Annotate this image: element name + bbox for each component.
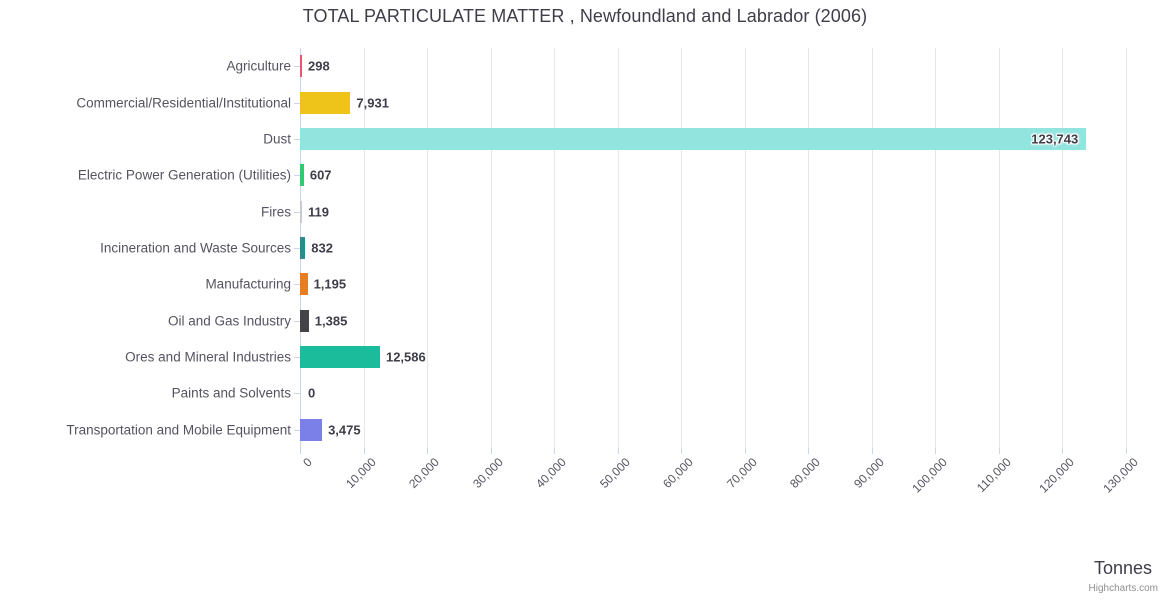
gridline — [681, 48, 683, 448]
y-axis-category-label: Commercial/Residential/Institutional — [76, 95, 291, 111]
y-axis-category-label: Paints and Solvents — [171, 385, 291, 401]
x-axis-tick — [935, 448, 937, 454]
x-axis-tick — [871, 448, 873, 454]
gridline — [935, 48, 937, 448]
x-axis-title: Tonnes — [1093, 558, 1152, 578]
x-axis-tick — [1126, 448, 1127, 454]
x-axis-tick — [1062, 448, 1064, 454]
gridline — [871, 48, 873, 448]
x-axis-tick — [363, 448, 365, 454]
y-axis-tick — [294, 138, 300, 140]
y-axis-tick — [294, 320, 300, 322]
gridline — [363, 48, 365, 448]
y-axis-category-label: Ores and Mineral Industries — [125, 349, 291, 365]
bar-value-label: 7,931 — [356, 95, 389, 111]
bar-row: 607 — [300, 157, 1126, 193]
x-axis-tick — [554, 448, 556, 454]
bar-value-label: 0 — [308, 385, 316, 401]
bar-row: 7,931 — [300, 84, 1126, 120]
bar[interactable] — [300, 309, 309, 332]
gridline — [998, 48, 1000, 448]
bar-row: 12,586 — [300, 339, 1126, 375]
y-axis-tick — [294, 393, 300, 395]
bar[interactable] — [300, 236, 306, 259]
highcharts-credits[interactable]: Highcharts.com — [1088, 583, 1158, 594]
bar[interactable] — [300, 127, 1087, 150]
y-axis-tick — [294, 248, 300, 249]
bar[interactable] — [300, 164, 304, 187]
bar-row: 1,195 — [300, 266, 1126, 302]
bar-row: 123,743 — [300, 121, 1126, 157]
gridline — [808, 48, 810, 448]
bar-value-label: 123,743 — [1031, 131, 1079, 147]
bar-value-label: 12,586 — [385, 349, 426, 365]
gridline — [554, 48, 556, 448]
x-axis-tick — [744, 448, 746, 454]
y-axis-tick — [294, 102, 300, 104]
bar-value-label: 3,475 — [328, 422, 361, 438]
y-axis-category-label: Incineration and Waste Sources — [100, 240, 291, 256]
bar-row: 0 — [300, 375, 1126, 411]
bar-value-label: 607 — [309, 167, 332, 183]
y-axis-category-label: Oil and Gas Industry — [167, 313, 291, 329]
y-axis-tick — [294, 429, 300, 431]
bar[interactable] — [300, 418, 323, 441]
bar[interactable] — [300, 91, 351, 114]
y-axis-tick — [294, 284, 300, 286]
bar[interactable] — [300, 346, 380, 369]
y-axis-category-label: Fires — [261, 204, 291, 220]
bar-row: 1,385 — [300, 303, 1126, 339]
x-axis-tick — [998, 448, 1000, 454]
chart-title: TOTAL PARTICULATE MATTER , Newfoundland … — [302, 6, 868, 26]
gridline — [490, 48, 492, 448]
y-axis-tick — [294, 66, 300, 68]
gridline — [1062, 48, 1064, 448]
y-axis-category-label: Electric Power Generation (Utilities) — [77, 167, 291, 183]
x-axis-tick — [300, 448, 301, 454]
bar-value-label: 1,195 — [313, 276, 347, 292]
bar-value-label: 119 — [308, 204, 329, 220]
y-axis-category-label: Transportation and Mobile Equipment — [66, 422, 291, 438]
bar[interactable] — [300, 200, 302, 223]
x-axis-tick — [617, 448, 619, 454]
bar[interactable] — [300, 55, 302, 78]
y-axis-category-label: Agriculture — [226, 58, 291, 74]
plot-area: 298 7,931 123,743 607 119 832 1,195 1,385 12,586… — [300, 48, 1127, 448]
bar-row: 298 — [300, 48, 1126, 84]
gridline — [744, 48, 746, 448]
bar-row: 3,475 — [300, 412, 1126, 448]
gridline — [617, 48, 619, 448]
x-axis-tick — [808, 448, 810, 454]
x-axis-tick — [490, 448, 492, 454]
bar-value-label: 832 — [311, 240, 333, 256]
bar-value-label: 1,385 — [314, 313, 348, 329]
gridline — [1126, 48, 1127, 448]
x-axis-tick — [681, 448, 683, 454]
y-axis-category-label: Dust — [263, 131, 291, 147]
x-axis-tick — [427, 448, 429, 454]
y-axis-tick — [294, 175, 300, 177]
plot-background — [300, 48, 1126, 448]
y-axis-tick — [294, 357, 300, 359]
bar-row: 832 — [300, 230, 1126, 266]
bar-value-label: 298 — [308, 58, 330, 74]
x-axis-tick-label: 0 — [300, 455, 315, 470]
bar[interactable] — [300, 273, 308, 296]
y-axis-tick — [294, 211, 300, 213]
y-axis-category-label: Manufacturing — [205, 276, 291, 292]
gridline — [427, 48, 429, 448]
bar-row: 119 — [300, 193, 1126, 229]
